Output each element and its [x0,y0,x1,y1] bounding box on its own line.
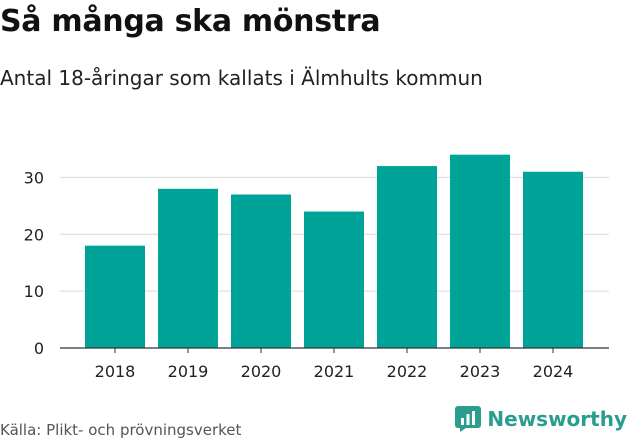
y-tick-label: 0 [34,339,44,358]
bar-2020 [231,194,291,348]
bar-2022 [377,166,437,348]
brand-name: Newsworthy [487,407,627,431]
bar-2021 [304,211,364,348]
brand-logo: Newsworthy [455,406,627,432]
source-note: Källa: Plikt- och prövningsverket [0,421,242,439]
bar-chart-logo-icon [455,406,482,432]
x-tick-label: 2022 [387,362,428,381]
y-tick-label: 20 [24,225,44,244]
bars [85,154,583,348]
bar-2024 [523,171,583,348]
bar-2018 [85,245,145,348]
x-tick-label: 2024 [533,362,574,381]
x-tick-label: 2021 [314,362,355,381]
x-tick-label: 2023 [460,362,501,381]
x-tick-label: 2018 [95,362,136,381]
chart-title: Så många ska mönstra [0,4,381,39]
axes: 0 10 20 30 2018 2019 2020 2021 2022 2023 2024 [24,168,609,381]
x-tick-label: 2019 [168,362,209,381]
bar-2023 [450,154,510,348]
y-tick-label: 10 [24,282,44,301]
chart-subtitle: Antal 18-åringar som kallats i Älmhults … [0,66,483,90]
bar-2019 [158,188,218,348]
y-tick-label: 30 [24,168,44,187]
x-tick-label: 2020 [241,362,282,381]
